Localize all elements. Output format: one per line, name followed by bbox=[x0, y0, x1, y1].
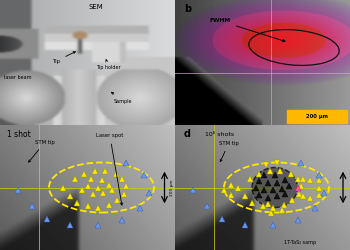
Text: 10⁶ shots: 10⁶ shots bbox=[205, 132, 234, 138]
Text: Sample: Sample bbox=[111, 92, 132, 104]
Text: laser beam: laser beam bbox=[4, 75, 31, 80]
Text: STM tip: STM tip bbox=[29, 140, 55, 162]
Text: 1 shot: 1 shot bbox=[7, 130, 31, 139]
Text: Laser spot: Laser spot bbox=[96, 134, 124, 205]
Ellipse shape bbox=[252, 168, 298, 207]
Text: 200 μm: 200 μm bbox=[306, 114, 328, 119]
Text: Tip holder: Tip holder bbox=[96, 59, 121, 70]
Text: d: d bbox=[184, 129, 191, 139]
Text: FWHM: FWHM bbox=[210, 18, 285, 42]
Text: SEM: SEM bbox=[89, 4, 104, 10]
Text: b: b bbox=[184, 4, 191, 14]
Text: STM tip: STM tip bbox=[189, 90, 211, 104]
Text: 200 μm: 200 μm bbox=[170, 179, 174, 196]
Text: 1T-TaS₂ samp: 1T-TaS₂ samp bbox=[284, 240, 316, 245]
Bar bbox=[287, 110, 346, 122]
Text: Tip: Tip bbox=[52, 52, 76, 64]
Text: STM tip: STM tip bbox=[219, 141, 238, 162]
